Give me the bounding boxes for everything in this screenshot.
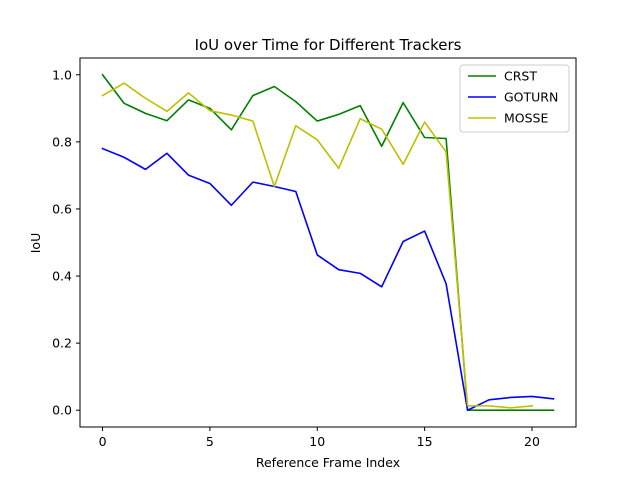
y-tick-label: 0.6 (52, 201, 72, 216)
x-axis: 0 5 10 15 20 (99, 427, 540, 449)
y-tick-label: 0.8 (52, 134, 72, 149)
legend-label-goturn: GOTURN (504, 90, 558, 105)
legend-label-mosse: MOSSE (504, 111, 548, 126)
y-axis: 0.0 0.2 0.4 0.6 0.8 1.0 (52, 67, 80, 418)
chart-title: IoU over Time for Different Trackers (195, 36, 462, 54)
y-tick-label: 0.2 (52, 336, 72, 351)
series-line-goturn (101, 147, 555, 412)
plot-frame (79, 57, 577, 428)
y-tick-label: 0.4 (52, 269, 72, 284)
series-line-mosse (101, 82, 533, 409)
legend-label-crst: CRST (504, 69, 537, 84)
plot-lines (101, 73, 555, 412)
y-tick-label: 1.0 (52, 67, 72, 82)
x-tick-label: 20 (524, 434, 540, 449)
legend: CRST GOTURN MOSSE (459, 64, 570, 133)
x-tick-label: 0 (99, 434, 107, 449)
y-tick-label: 0.0 (52, 403, 72, 418)
x-tick-label: 5 (206, 434, 214, 449)
legend-box (459, 64, 570, 133)
y-axis-label: IoU (28, 233, 43, 253)
x-axis-label: Reference Frame Index (256, 455, 400, 470)
x-tick-label: 10 (309, 434, 325, 449)
series-line-crst (101, 73, 555, 412)
x-tick-label: 15 (417, 434, 433, 449)
